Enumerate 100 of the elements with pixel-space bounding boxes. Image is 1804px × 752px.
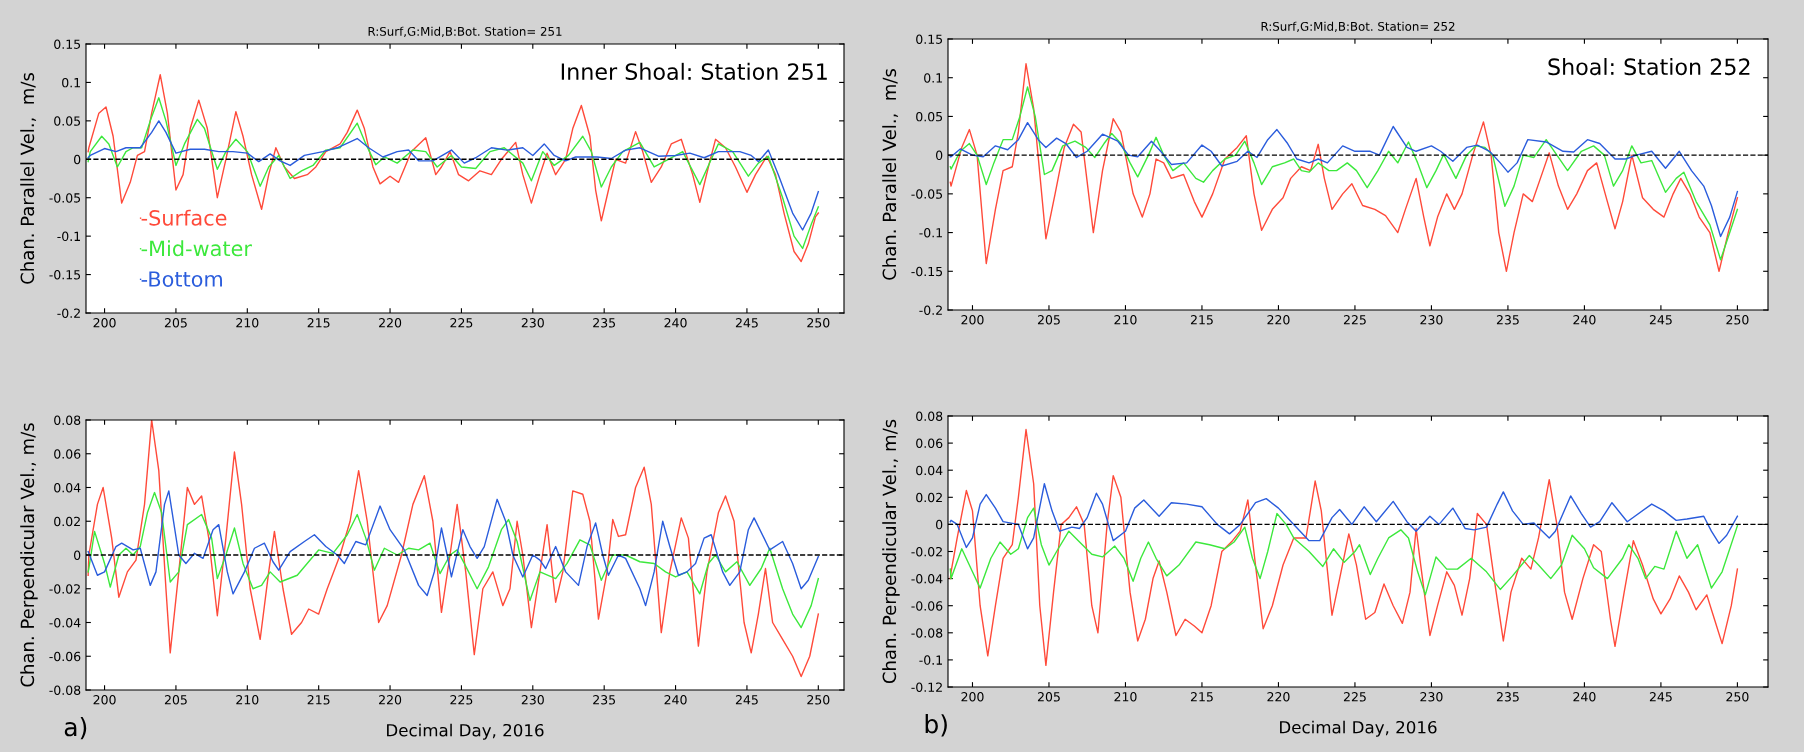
y-tick-label: -0.12 [911, 682, 942, 692]
x-tick-label: 210 [1114, 692, 1137, 702]
line-series [949, 86, 1739, 261]
x-tick-label: 215 [1190, 315, 1213, 325]
y-tick-label: -0.02 [911, 546, 942, 557]
x-tick-label: 225 [450, 695, 473, 705]
y-tick-label: 0.1 [62, 77, 80, 88]
y-tick-label: -0.15 [911, 266, 943, 277]
y-tick-label: 0.04 [54, 482, 81, 493]
y-tick-label: 0.02 [916, 492, 942, 503]
y-tick-label: -0.08 [911, 628, 943, 638]
x-tick-label: 250 [807, 318, 830, 328]
y-axis-title: Chan. Perpendicular Vel., m/s [20, 423, 38, 687]
y-tick-label: -0.08 [49, 685, 81, 695]
x-tick-label: 225 [1343, 692, 1366, 702]
y-tick-label: -0.06 [911, 601, 943, 611]
x-tick-label: 240 [1573, 315, 1596, 325]
y-tick-label: 0 [936, 519, 943, 530]
y-tick-label: 0 [936, 150, 943, 161]
x-tick-label: 200 [961, 315, 984, 325]
line-series [87, 490, 820, 607]
text: a) [64, 717, 87, 740]
y-axis-title: Chan. Perpendicular Vel., m/s [882, 419, 900, 684]
x-tick-label: 230 [521, 318, 544, 328]
x-tick-label: 245 [735, 695, 758, 705]
legend-label: -Surface [141, 209, 227, 226]
text: b) [925, 714, 947, 737]
line-series [949, 121, 1739, 238]
x-tick-label: 210 [236, 695, 259, 705]
x-tick-label: 225 [450, 318, 473, 328]
legend-label: -Bottom [141, 271, 222, 287]
x-tick-label: 250 [807, 695, 830, 705]
y-tick-label: 0.04 [916, 465, 943, 476]
x-tick-label: 200 [961, 692, 984, 702]
y-tick-label: -0.1 [919, 655, 942, 665]
line-series [949, 428, 1739, 667]
x-tick-label: 205 [1037, 692, 1060, 702]
chart-title: R:Surf,G:Mid,B:Bot. Station= 251 [368, 26, 562, 38]
y-tick-label: 0.08 [54, 415, 81, 425]
y-tick-label: -0.05 [49, 193, 81, 203]
x-tick-label: 215 [307, 318, 330, 328]
x-tick-label: 210 [1114, 315, 1137, 325]
y-tick-label: 0.02 [54, 516, 80, 527]
y-tick-label: 0.15 [916, 34, 943, 44]
y-tick-label: -0.04 [49, 617, 81, 628]
y-tick-label: 0.06 [54, 449, 81, 459]
y-axis-title: Chan. Parallel Vel., m/s [20, 73, 37, 284]
x-tick-label: 210 [236, 318, 259, 328]
x-tick-label: 235 [1496, 692, 1519, 702]
x-tick-label: 245 [1649, 692, 1672, 702]
y-tick-label: 0.05 [54, 116, 81, 126]
x-tick-label: 225 [1343, 315, 1366, 325]
y-axis-title: Chan. Parallel Vel., m/s [882, 69, 899, 280]
annotation: Shoal: Station 252 [1548, 57, 1750, 76]
x-tick-label: 245 [735, 318, 758, 328]
y-tick-label: 0.06 [916, 438, 943, 449]
y-tick-label: -0.2 [57, 308, 80, 318]
x-tick-label: 240 [1573, 692, 1596, 702]
y-tick-label: 0 [74, 550, 81, 560]
y-tick-label: 0.08 [916, 411, 943, 421]
y-tick-label: 0.15 [54, 39, 81, 49]
x-tick-label: 220 [379, 318, 402, 328]
line-series [87, 120, 820, 231]
y-tick-label: -0.04 [911, 574, 943, 584]
x-tick-label: 235 [593, 318, 616, 328]
y-tick-label: 0.05 [916, 111, 943, 122]
y-tick-label: -0.05 [911, 189, 943, 199]
line-series [87, 420, 820, 678]
legend-label: -Mid-water [141, 240, 252, 257]
x-tick-label: 205 [164, 695, 187, 705]
x-tick-label: 215 [1190, 692, 1213, 702]
x-tick-label: 250 [1726, 315, 1749, 325]
x-tick-label: 250 [1726, 692, 1749, 702]
x-tick-label: 200 [93, 318, 116, 328]
x-tick-label: 230 [1420, 692, 1443, 702]
annotation: Inner Shoal: Station 251 [561, 62, 827, 81]
y-tick-label: -0.15 [49, 270, 81, 280]
y-tick-label: -0.2 [919, 305, 942, 315]
line-series [87, 491, 820, 629]
x-tick-label: 215 [307, 695, 330, 705]
y-tick-label: -0.1 [919, 228, 942, 238]
y-tick-label: -0.06 [49, 651, 81, 662]
x-tick-label: 205 [164, 318, 187, 328]
x-tick-label: 240 [664, 695, 687, 705]
chart-title: R:Surf,G:Mid,B:Bot. Station= 252 [1261, 21, 1455, 33]
x-tick-label: 235 [1496, 315, 1519, 325]
y-tick-label: 0.1 [924, 73, 942, 83]
x-tick-label: 235 [593, 695, 616, 705]
x-tick-label: 240 [664, 318, 687, 328]
x-axis-title: Decimal Day, 2016 [387, 723, 544, 740]
y-tick-label: 0 [74, 154, 81, 165]
line-series [949, 507, 1739, 596]
x-tick-label: 220 [379, 695, 402, 705]
x-tick-label: 205 [1037, 315, 1060, 325]
x-tick-label: 230 [1420, 315, 1443, 325]
x-axis-title: Decimal Day, 2016 [1280, 720, 1437, 737]
x-tick-label: 230 [521, 695, 544, 705]
line-series [949, 483, 1739, 550]
y-tick-label: -0.1 [57, 231, 80, 242]
x-tick-label: 220 [1267, 692, 1290, 702]
